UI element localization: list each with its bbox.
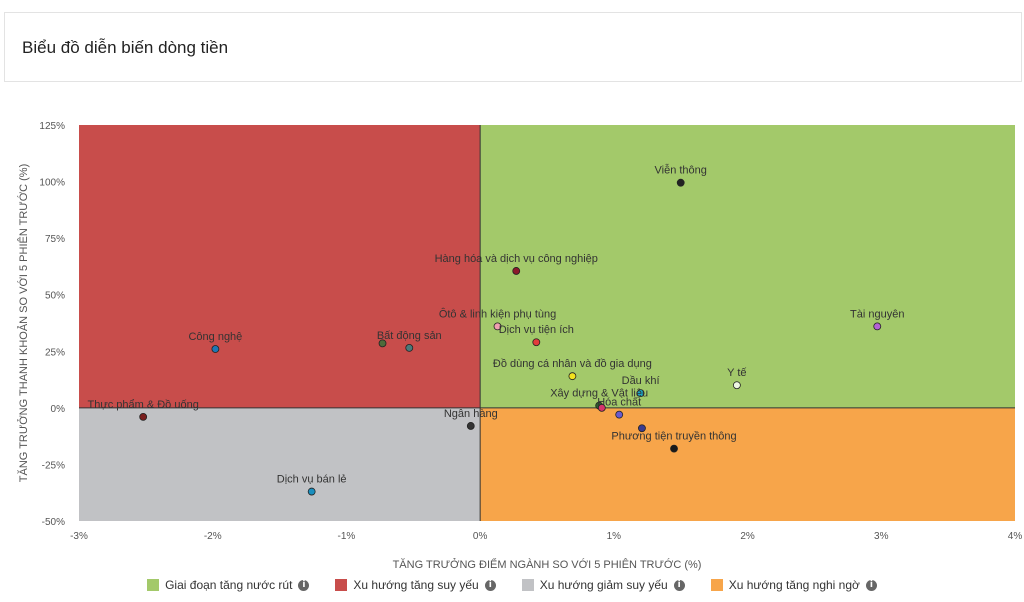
legend-swatch bbox=[710, 579, 723, 591]
y-axis-title: TĂNG TRƯỞNG THANH KHOẢN SO VỚI 5 PHIÊN T… bbox=[17, 164, 30, 482]
data-point-label: Dầu khí bbox=[622, 375, 660, 387]
y-tick-label: 50% bbox=[45, 291, 65, 302]
legend-label: Giai đoạn tăng nước rút bbox=[165, 578, 293, 592]
data-point-label: Thực phẩm & Đồ uống bbox=[88, 399, 199, 411]
page-title: Biểu đồ diễn biến dòng tiền bbox=[22, 38, 229, 57]
data-point-label: Xây dựng & Vật liệu bbox=[550, 388, 648, 400]
quadrant-bottom-right bbox=[480, 407, 1016, 521]
info-icon[interactable]: i bbox=[484, 579, 496, 591]
x-tick-label: 3% bbox=[874, 531, 889, 542]
y-tick-label: 125% bbox=[39, 121, 65, 132]
legend-item[interactable]: Xu hướng tăng suy yếu i bbox=[335, 578, 496, 592]
legend-swatch bbox=[335, 579, 348, 591]
x-tick-label: -3% bbox=[70, 531, 88, 542]
legend-item[interactable]: Giai đoạn tăng nước rút i bbox=[147, 578, 310, 592]
data-point[interactable] bbox=[307, 487, 316, 496]
quadrant-top-right bbox=[480, 125, 1016, 408]
legend-label: Xu hướng tăng suy yếu bbox=[353, 578, 479, 592]
quadrant-top-left bbox=[79, 125, 481, 408]
data-point[interactable] bbox=[670, 444, 678, 453]
x-tick-label: -1% bbox=[338, 531, 356, 542]
data-point-label: Ôtô & linh kiện phụ tùng bbox=[439, 307, 556, 320]
data-point[interactable] bbox=[636, 389, 645, 398]
data-point-label: Phương tiện truyền thông bbox=[611, 431, 736, 443]
info-icon[interactable]: i bbox=[865, 579, 877, 591]
data-point[interactable] bbox=[732, 381, 741, 390]
data-point-label: Bất động sản bbox=[377, 330, 442, 342]
data-point[interactable] bbox=[139, 413, 148, 421]
quadrant-bottom-left bbox=[79, 407, 481, 521]
data-point-label: Công nghệ bbox=[188, 331, 242, 343]
legend-swatch bbox=[521, 579, 534, 591]
y-tick-label: 25% bbox=[45, 347, 65, 358]
info-icon[interactable]: i bbox=[673, 579, 685, 591]
data-point-label: Dịch vụ bán lẻ bbox=[277, 474, 347, 486]
legend-label: Xu hướng giảm suy yếu bbox=[539, 578, 668, 592]
legend-label: Xu hướng tăng nghi ngờ bbox=[728, 578, 860, 592]
x-tick-label: 4% bbox=[1008, 531, 1023, 542]
data-point-label: Y tế bbox=[727, 367, 746, 379]
chart-legend: Giai đoạn tăng nước rút i Xu hướng tăng su… bbox=[0, 578, 1024, 592]
data-point[interactable] bbox=[638, 424, 646, 433]
data-point[interactable] bbox=[597, 403, 606, 412]
data-point[interactable] bbox=[493, 322, 502, 331]
data-point-label: Đồ dùng cá nhân và đồ gia dụng bbox=[493, 358, 652, 370]
x-tick-label: -2% bbox=[204, 531, 222, 542]
data-point[interactable] bbox=[466, 422, 475, 430]
y-tick-label: 100% bbox=[39, 178, 65, 189]
legend-swatch bbox=[147, 579, 160, 591]
data-point[interactable] bbox=[532, 338, 541, 347]
legend-item[interactable]: Xu hướng giảm suy yếu i bbox=[521, 578, 685, 592]
title-card: Biểu đồ diễn biến dòng tiền bbox=[4, 12, 1022, 82]
y-tick-label: 75% bbox=[45, 234, 65, 245]
data-point-label: Dịch vụ tiện ích bbox=[499, 324, 574, 336]
data-point-label: Hàng hóa và dịch vụ công nghiệp bbox=[435, 253, 598, 265]
x-tick-label: 0% bbox=[473, 531, 488, 542]
data-point-label: Viễn thông bbox=[655, 164, 707, 177]
y-tick-label: -50% bbox=[42, 517, 65, 528]
info-icon[interactable]: i bbox=[298, 579, 310, 591]
y-tick-label: -25% bbox=[42, 460, 65, 471]
legend-item[interactable]: Xu hướng tăng nghi ngờ i bbox=[710, 578, 877, 592]
data-point[interactable] bbox=[378, 339, 387, 348]
data-point[interactable] bbox=[615, 410, 624, 419]
data-point[interactable] bbox=[568, 372, 577, 381]
data-point[interactable] bbox=[211, 345, 220, 353]
data-point[interactable] bbox=[405, 343, 414, 352]
x-tick-label: 1% bbox=[607, 531, 622, 542]
x-tick-label: 2% bbox=[740, 531, 755, 542]
y-tick-label: 0% bbox=[51, 404, 66, 415]
data-point-label: Tài nguyên bbox=[850, 308, 904, 320]
data-point-label: Ngân hàng bbox=[444, 408, 498, 420]
data-point[interactable] bbox=[676, 178, 685, 187]
data-point[interactable] bbox=[873, 322, 882, 331]
x-axis-title: TĂNG TRƯỞNG ĐIỂM NGÀNH SO VỚI 5 PHIÊN TR… bbox=[393, 558, 702, 571]
data-point[interactable] bbox=[512, 267, 521, 275]
data-point-label: Hóa chất bbox=[597, 397, 641, 409]
